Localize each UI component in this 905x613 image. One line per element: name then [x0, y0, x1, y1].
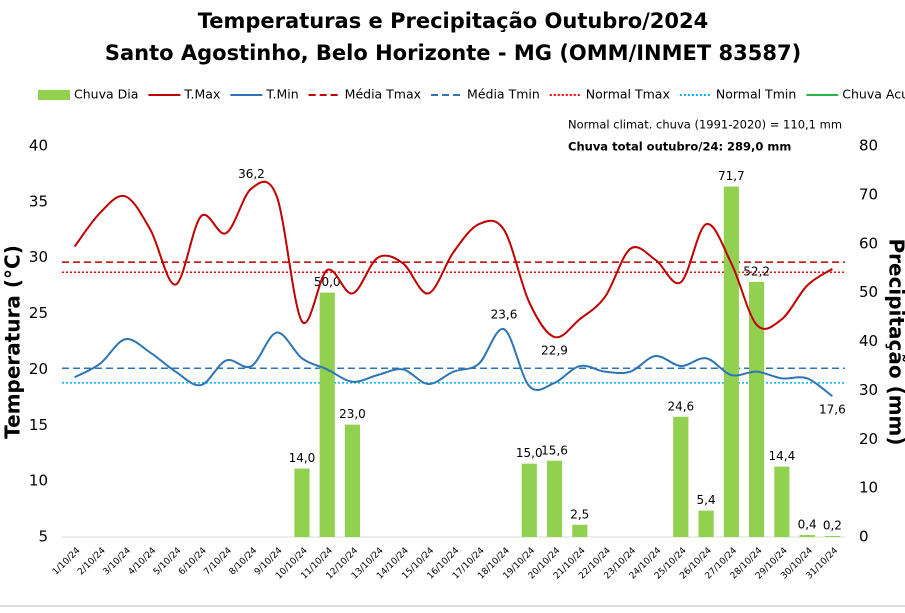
y2-tick-label: 80 — [859, 137, 878, 155]
y2-tick-label: 20 — [859, 430, 878, 448]
legend-label: Chuva Dia — [74, 87, 138, 102]
y2-tick-label: 50 — [859, 283, 878, 301]
rain-bar — [774, 466, 790, 537]
legend-label: T.Max — [183, 87, 220, 102]
data-label: 0,2 — [823, 519, 842, 533]
data-label: 36,2 — [238, 167, 265, 181]
rain-bar — [673, 416, 689, 537]
rain-bar — [572, 524, 588, 537]
data-label: 15,0 — [516, 446, 543, 460]
rain-bar — [824, 536, 840, 537]
legend-label: Média Tmax — [345, 87, 421, 102]
rain-bar — [546, 460, 563, 537]
rain-bar — [344, 424, 361, 537]
annotation: Chuva total outubro/24: 289,0 mm — [568, 140, 791, 154]
temp-line — [73, 180, 833, 339]
data-label: 15,6 — [541, 443, 568, 457]
y-tick-label: 25 — [29, 304, 48, 322]
y2-axis-title: Precipitação (mm) — [885, 238, 905, 445]
data-label: 22,9 — [541, 344, 568, 358]
rain-bar — [799, 535, 815, 537]
rain-bar — [294, 468, 310, 537]
rain-bar — [319, 292, 335, 537]
legend-swatch — [38, 90, 70, 100]
y-tick-label: 5 — [38, 528, 48, 546]
y-tick-label: 20 — [29, 360, 48, 378]
data-label: 24,6 — [667, 399, 694, 413]
y-tick-label: 30 — [29, 248, 48, 266]
rain-bar — [749, 281, 765, 537]
legend-label: Chuva Acumulada — [842, 87, 905, 102]
data-label: 52,2 — [743, 264, 770, 278]
y-tick-label: 35 — [29, 192, 48, 210]
y2-tick-label: 60 — [859, 234, 878, 252]
legend-label: Média Tmin — [467, 87, 540, 102]
data-label: 71,7 — [718, 169, 745, 183]
annotation: Normal climat. chuva (1991-2020) = 110,1… — [568, 118, 842, 132]
y2-tick-label: 40 — [859, 332, 878, 350]
data-label: 2,5 — [570, 507, 589, 521]
legend-label: T.Min — [265, 87, 298, 102]
y-tick-label: 40 — [29, 137, 48, 155]
y2-tick-label: 0 — [859, 528, 869, 546]
chart-title: Temperaturas e Precipitação Outubro/2024 — [198, 9, 709, 33]
data-label: 14,0 — [289, 451, 316, 465]
data-label: 5,4 — [697, 493, 716, 507]
data-label: 0,4 — [798, 518, 817, 532]
data-label: 23,0 — [339, 407, 366, 421]
legend-label: Normal Tmin — [716, 87, 796, 102]
data-label: 17,6 — [819, 403, 846, 417]
y-axis-title: Temperatura (°C) — [1, 245, 25, 439]
y2-tick-label: 30 — [859, 381, 878, 399]
temp-line — [74, 328, 833, 398]
y2-tick-label: 70 — [859, 185, 878, 203]
data-label: 14,4 — [768, 449, 795, 463]
legend-label: Normal Tmax — [586, 87, 670, 102]
y2-tick-label: 10 — [859, 479, 878, 497]
rain-bar — [521, 463, 537, 537]
rain-bar — [698, 510, 714, 537]
data-label: 23,6 — [491, 308, 518, 322]
chart-subtitle: Santo Agostinho, Belo Horizonte - MG (OM… — [105, 41, 801, 65]
y-tick-label: 15 — [29, 416, 48, 434]
rain-bar — [723, 186, 739, 537]
y-tick-label: 10 — [29, 472, 48, 490]
